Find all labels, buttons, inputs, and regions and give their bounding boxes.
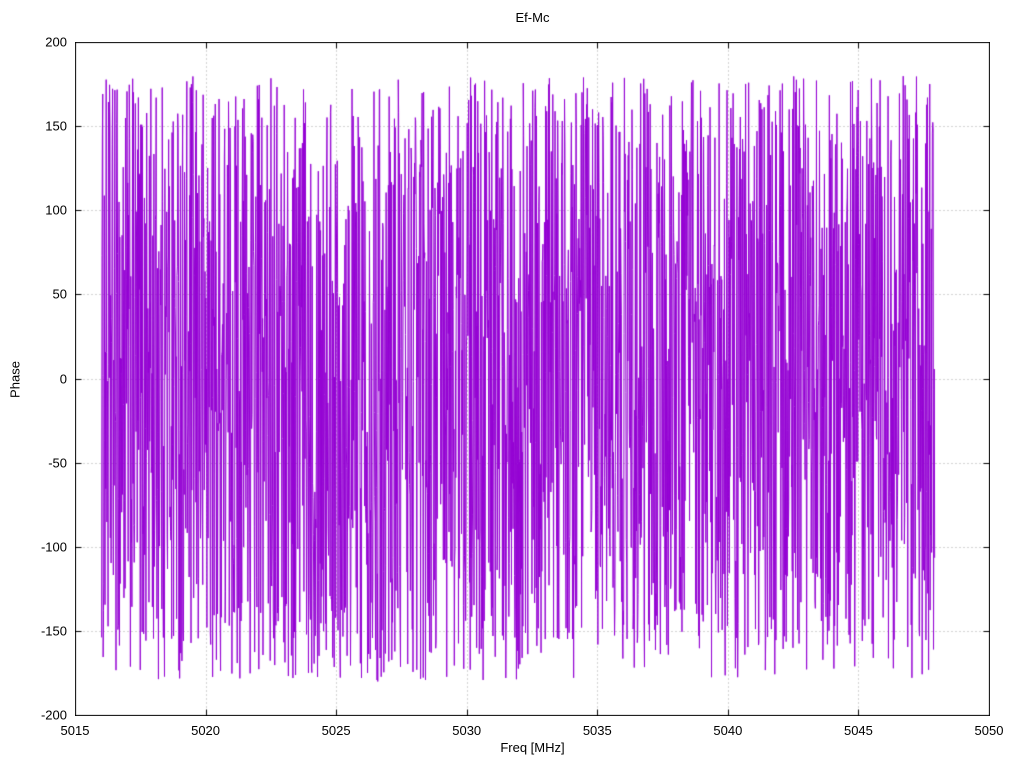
x-axis-label: Freq [MHz]: [500, 740, 565, 755]
y-tick-label: -100: [40, 539, 67, 555]
plot-canvas: [75, 42, 990, 716]
y-tick-label: -50: [48, 455, 67, 471]
x-tick-label: 5045: [843, 723, 873, 738]
y-tick-label: 150: [45, 118, 67, 134]
y-tick-label: -150: [40, 623, 67, 639]
y-tick-label: -200: [40, 707, 67, 723]
y-axis-label: Phase: [7, 361, 23, 398]
x-tick-label: 5020: [191, 723, 221, 738]
y-tick-label: 100: [45, 202, 67, 218]
y-tick-label: 50: [52, 286, 67, 302]
x-tick-label: 5050: [974, 723, 1004, 738]
x-tick-label: 5025: [321, 723, 351, 738]
chart-title: Ef-Mc: [515, 10, 550, 25]
x-tick-label: 5035: [582, 723, 612, 738]
x-tick-label: 5015: [60, 723, 90, 738]
x-tick-label: 5030: [452, 723, 482, 738]
y-tick-label: 200: [45, 34, 67, 50]
x-tick-label: 5040: [713, 723, 743, 738]
y-tick-label: 0: [59, 371, 67, 386]
